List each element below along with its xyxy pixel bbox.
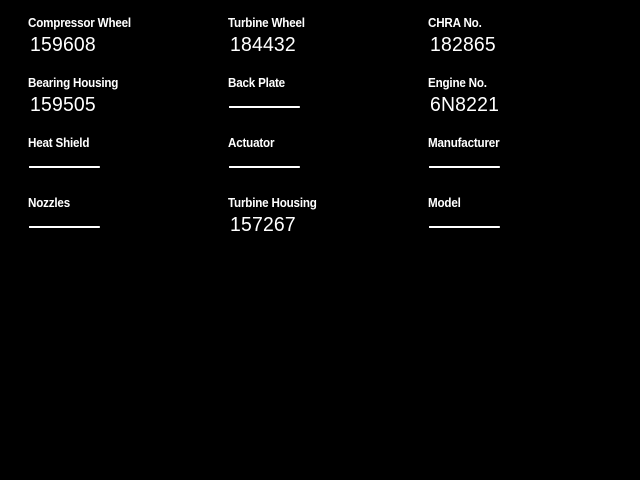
- field-value-blank-line[interactable]: [429, 153, 612, 177]
- field-value-blank-line[interactable]: [229, 93, 412, 117]
- field-value-blank-line[interactable]: [29, 153, 212, 177]
- field-bearing-housing[interactable]: Bearing Housing 159505: [28, 76, 218, 117]
- field-value[interactable]: 157267: [230, 214, 296, 236]
- field-label: Actuator: [228, 136, 275, 150]
- field-label: Bearing Housing: [28, 76, 119, 90]
- field-label: Back Plate: [228, 76, 285, 90]
- field-label: Model: [428, 196, 461, 210]
- field-value-blank-line[interactable]: [29, 213, 212, 237]
- field-value-blank-line[interactable]: [429, 213, 612, 237]
- field-manufacturer[interactable]: Manufacturer: [428, 136, 618, 177]
- field-actuator[interactable]: Actuator: [228, 136, 418, 177]
- field-label: Compressor Wheel: [28, 16, 131, 30]
- field-label: Engine No.: [428, 76, 487, 90]
- field-turbine-wheel[interactable]: Turbine Wheel 184432: [228, 16, 418, 57]
- field-label: CHRA No.: [428, 16, 482, 30]
- field-label: Heat Shield: [28, 136, 90, 150]
- field-model[interactable]: Model: [428, 196, 618, 237]
- field-value[interactable]: 6N8221: [430, 94, 500, 116]
- field-label: Manufacturer: [428, 136, 500, 150]
- field-value[interactable]: 182865: [430, 34, 496, 56]
- field-compressor-wheel[interactable]: Compressor Wheel 159608: [28, 16, 218, 57]
- field-label: Nozzles: [28, 196, 70, 210]
- field-value-blank-line[interactable]: [229, 153, 412, 177]
- field-engine-no[interactable]: Engine No. 6N8221: [428, 76, 618, 117]
- field-back-plate[interactable]: Back Plate: [228, 76, 418, 117]
- field-label: Turbine Housing: [228, 196, 317, 210]
- field-value[interactable]: 159608: [30, 34, 96, 56]
- field-label: Turbine Wheel: [228, 16, 305, 30]
- field-value[interactable]: 184432: [230, 34, 296, 56]
- field-nozzles[interactable]: Nozzles: [28, 196, 218, 237]
- field-value[interactable]: 159505: [30, 94, 96, 116]
- field-chra-no[interactable]: CHRA No. 182865: [428, 16, 618, 57]
- field-heat-shield[interactable]: Heat Shield: [28, 136, 218, 177]
- field-turbine-housing[interactable]: Turbine Housing 157267: [228, 196, 418, 237]
